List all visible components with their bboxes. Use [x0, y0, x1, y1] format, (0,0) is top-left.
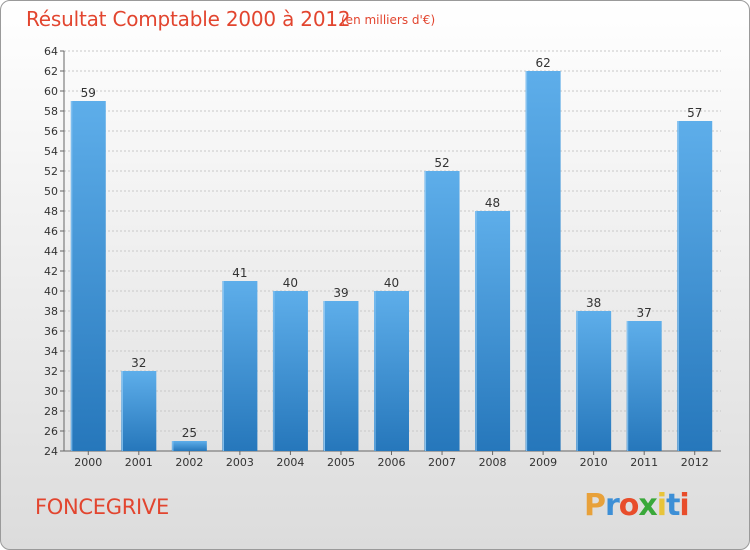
bar-2011: [626, 321, 662, 451]
data-label: 57: [687, 106, 702, 120]
bar-2002: [171, 441, 207, 451]
bar-2009: [525, 71, 561, 451]
logo-letter: i: [656, 488, 667, 523]
bar-2008: [475, 211, 511, 451]
y-tick-label: 34: [44, 345, 58, 358]
x-tick-label: 2005: [327, 456, 355, 469]
y-tick-label: 54: [44, 145, 58, 158]
y-tick-label: 42: [44, 265, 58, 278]
y-tick-label: 32: [44, 365, 58, 378]
bar-2005: [323, 301, 359, 451]
tick-labels: 24 26 28 30 32 34 36 38 40 42 44 46 48 50 52 54 56 58 60 62…: [44, 45, 709, 469]
bar-2012: [677, 121, 713, 451]
bar-2006: [374, 291, 409, 451]
x-tick-label: 2006: [378, 456, 406, 469]
y-tick-label: 28: [44, 405, 58, 418]
y-tick-label: 24: [44, 445, 58, 458]
data-label: 41: [232, 266, 247, 280]
data-label: 62: [535, 56, 550, 70]
y-tick-label: 44: [44, 245, 58, 258]
logo-letter: o: [618, 488, 640, 523]
y-tick-label: 64: [44, 45, 58, 58]
x-tick-label: 2007: [428, 456, 456, 469]
chart-title: Résultat Comptable 2000 à 2012: [26, 7, 351, 31]
x-tick-label: 2010: [580, 456, 608, 469]
data-label: 59: [81, 86, 96, 100]
y-tick-label: 36: [44, 325, 58, 338]
data-label: 25: [182, 426, 197, 440]
proxiti-logo[interactable]: Proxiti: [584, 488, 690, 523]
chart-unit-label: (en milliers d'€): [341, 13, 436, 27]
y-tick-label: 58: [44, 105, 58, 118]
x-tick-label: 2002: [175, 456, 203, 469]
location-name: FONCEGRIVE: [35, 495, 169, 519]
data-label: 37: [637, 306, 652, 320]
bar-2007: [424, 171, 460, 451]
x-tick-label: 2008: [479, 456, 507, 469]
data-label: 32: [131, 356, 146, 370]
y-tick-label: 40: [44, 285, 58, 298]
bar-2001: [121, 371, 157, 451]
logo-letter: x: [638, 488, 657, 523]
y-tick-label: 26: [44, 425, 58, 438]
x-tick-label: 2004: [276, 456, 304, 469]
data-label: 52: [434, 156, 449, 170]
logo-letter: i: [679, 488, 689, 523]
data-label: 40: [384, 276, 399, 290]
bars: [70, 71, 713, 451]
logo-letter: t: [666, 488, 680, 523]
y-tick-label: 60: [44, 85, 58, 98]
y-tick-label: 52: [44, 165, 58, 178]
y-tick-label: 30: [44, 385, 58, 398]
data-labels: 59 32 25 41 40 39 40 52 48 62 38 37 57: [81, 56, 703, 440]
y-tick-label: 50: [44, 185, 58, 198]
y-tick-label: 62: [44, 65, 58, 78]
x-tick-label: 2003: [226, 456, 254, 469]
data-label: 48: [485, 196, 500, 210]
bar-2004: [272, 291, 308, 451]
y-tick-label: 56: [44, 125, 58, 138]
logo-letter: r: [605, 488, 620, 523]
bar-2000: [70, 101, 106, 451]
data-label: 39: [333, 286, 348, 300]
y-tick-label: 46: [44, 225, 58, 238]
data-label: 38: [586, 296, 601, 310]
bar-2003: [222, 281, 258, 451]
x-tick-label: 2001: [125, 456, 153, 469]
x-tick-label: 2000: [74, 456, 102, 469]
x-tick-label: 2009: [529, 456, 557, 469]
data-label: 40: [283, 276, 298, 290]
x-tick-label: 2012: [681, 456, 709, 469]
bar-2010: [576, 311, 612, 451]
x-tick-label: 2011: [630, 456, 658, 469]
y-tick-label: 48: [44, 205, 58, 218]
logo-letter: P: [584, 488, 606, 523]
y-tick-label: 38: [44, 305, 58, 318]
